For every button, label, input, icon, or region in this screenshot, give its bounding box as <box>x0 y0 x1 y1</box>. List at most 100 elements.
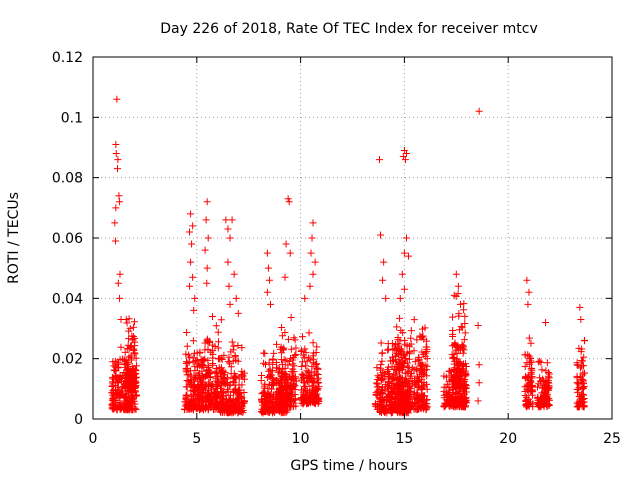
data-point <box>215 338 223 346</box>
data-point <box>181 406 189 414</box>
data-point <box>423 337 431 345</box>
data-point <box>388 357 396 365</box>
data-point <box>260 405 268 413</box>
data-point <box>234 309 242 317</box>
data-point <box>523 276 531 284</box>
data-point <box>527 387 535 395</box>
data-point <box>457 323 465 331</box>
data-point <box>420 382 428 390</box>
data-point <box>194 363 202 371</box>
data-point <box>524 300 532 308</box>
data-point <box>440 383 448 391</box>
data-point <box>205 391 213 399</box>
data-point <box>378 357 386 365</box>
data-point <box>405 252 413 260</box>
data-point <box>303 399 311 407</box>
data-point <box>299 400 307 408</box>
data-point <box>538 366 546 374</box>
data-point <box>523 396 531 404</box>
data-point <box>403 389 411 397</box>
data-point <box>211 390 219 398</box>
data-point <box>399 396 407 404</box>
data-point <box>372 379 380 387</box>
data-point <box>395 356 403 364</box>
data-point <box>132 381 140 389</box>
data-point <box>227 363 235 371</box>
data-point <box>218 355 226 363</box>
data-point <box>125 367 133 375</box>
data-point <box>270 381 278 389</box>
data-point <box>378 375 386 383</box>
data-point <box>260 359 268 367</box>
data-point <box>396 294 404 302</box>
data-point <box>226 359 234 367</box>
data-point <box>380 401 388 409</box>
data-point <box>544 384 552 392</box>
data-point <box>421 402 429 410</box>
data-point <box>205 382 213 390</box>
data-point <box>198 357 206 365</box>
data-point <box>461 402 469 410</box>
data-point <box>440 391 448 399</box>
x-tick-label: 0 <box>89 431 98 447</box>
data-point <box>127 398 135 406</box>
data-point <box>208 312 216 320</box>
data-point <box>580 369 588 377</box>
data-point <box>377 390 385 398</box>
data-point <box>284 335 292 343</box>
data-point <box>385 387 393 395</box>
y-tick-label: 0 <box>74 412 83 428</box>
data-point <box>217 398 225 406</box>
data-point <box>573 388 581 396</box>
data-point <box>300 391 308 399</box>
data-point <box>474 321 482 329</box>
data-point <box>238 344 246 352</box>
data-point <box>373 364 381 372</box>
data-point <box>204 394 212 402</box>
data-point <box>452 403 460 411</box>
data-point <box>269 355 277 363</box>
data-point <box>573 359 581 367</box>
data-point <box>579 357 587 365</box>
data-point <box>206 373 214 381</box>
data-point <box>116 405 124 413</box>
data-point <box>452 381 460 389</box>
data-point <box>312 364 320 372</box>
data-point <box>375 156 383 164</box>
data-point <box>214 355 222 363</box>
data-point <box>310 358 318 366</box>
data-point <box>283 396 291 404</box>
data-point <box>133 373 141 381</box>
data-point <box>226 300 234 308</box>
data-point <box>183 358 191 366</box>
data-point <box>298 394 306 402</box>
data-point <box>214 328 222 336</box>
data-point <box>206 382 214 390</box>
data-point <box>264 264 272 272</box>
data-point <box>226 408 234 416</box>
data-point <box>396 373 404 381</box>
data-point <box>542 318 550 326</box>
data-point <box>112 389 120 397</box>
data-point <box>527 339 535 347</box>
data-point <box>521 351 529 359</box>
data-point <box>236 386 244 394</box>
data-point <box>183 391 191 399</box>
data-point <box>111 366 119 374</box>
data-point <box>305 354 313 362</box>
data-point <box>116 294 124 302</box>
data-point <box>309 339 317 347</box>
data-point <box>390 366 398 374</box>
data-point <box>523 373 531 381</box>
data-point <box>131 404 139 412</box>
data-point <box>298 358 306 366</box>
data-point <box>190 372 198 380</box>
data-point <box>204 366 212 374</box>
x-tick-label: 5 <box>192 431 201 447</box>
data-point <box>523 385 531 393</box>
data-point <box>524 401 532 409</box>
data-point <box>579 384 587 392</box>
data-point <box>226 234 234 242</box>
data-point <box>446 367 454 375</box>
data-point <box>112 390 120 398</box>
